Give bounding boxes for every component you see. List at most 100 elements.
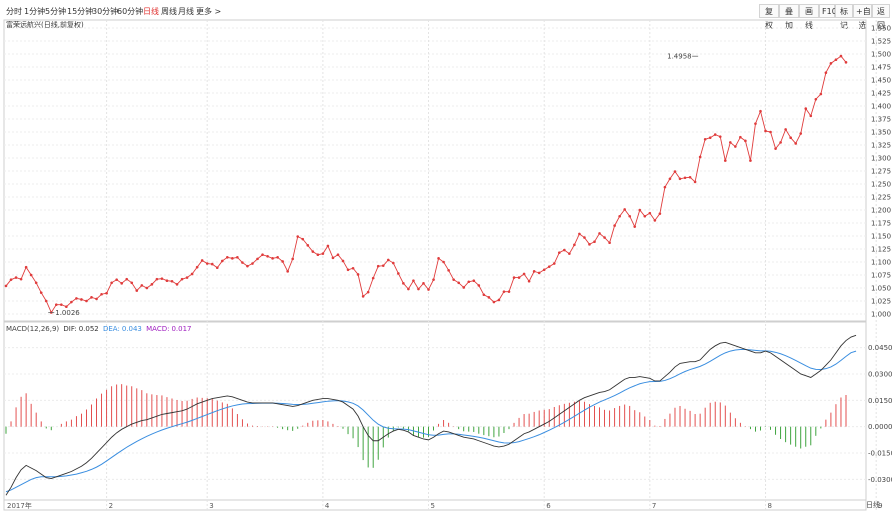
price-point xyxy=(643,214,647,218)
tab-30min[interactable]: 30分钟 xyxy=(92,7,119,16)
macd-tick-label: 0.0000 xyxy=(868,423,892,431)
price-point xyxy=(427,288,430,291)
price-tick-label: 1.025 xyxy=(871,298,891,306)
time-axis-label: 5 xyxy=(431,502,435,510)
tab-weekly[interactable]: 周线 xyxy=(161,7,177,16)
price-point xyxy=(462,286,466,289)
price-tick-label: 1.150 xyxy=(871,233,891,241)
price-point xyxy=(618,214,621,218)
price-point xyxy=(718,135,722,138)
price-point xyxy=(296,235,300,238)
price-point xyxy=(839,54,843,58)
back-button[interactable]: 返回 xyxy=(872,4,890,30)
price-point xyxy=(834,58,838,62)
price-point xyxy=(65,305,68,309)
price-tick-label: 1.550 xyxy=(871,25,891,33)
price-tick-label: 1.500 xyxy=(871,51,891,59)
price-tick-label: 1.450 xyxy=(871,77,891,85)
price-point xyxy=(613,224,616,227)
tab-1min[interactable]: 1分钟 xyxy=(24,7,46,16)
price-point xyxy=(658,212,662,215)
time-axis-label: 4 xyxy=(325,502,330,510)
price-point xyxy=(301,237,305,241)
price-point xyxy=(608,241,611,245)
price-point xyxy=(447,269,450,272)
time-axis-label: 9 xyxy=(878,502,882,510)
price-point xyxy=(422,282,425,285)
price-point xyxy=(105,291,108,295)
price-point xyxy=(578,232,581,236)
price-point xyxy=(261,253,264,257)
macd-axis: 0.0450 0.0300 0.0150 0.0000 -0.0150 -0.0300 xyxy=(868,344,892,484)
price-tick-label: 1.375 xyxy=(871,116,891,124)
price-point xyxy=(256,257,259,261)
time-axis-label: 8 xyxy=(768,502,772,510)
price-point xyxy=(457,281,460,285)
tab-5min[interactable]: 5分钟 xyxy=(45,7,67,16)
price-point xyxy=(246,264,249,268)
price-point xyxy=(432,278,435,281)
mark-button[interactable]: 标记 xyxy=(835,4,853,30)
price-point xyxy=(24,265,28,269)
time-axis-frame xyxy=(3,499,867,511)
f10-button[interactable]: F10 xyxy=(819,4,837,18)
price-point xyxy=(39,291,43,294)
price-point xyxy=(251,262,254,265)
price-point xyxy=(90,296,93,299)
price-point xyxy=(9,278,13,281)
price-point xyxy=(668,177,672,181)
macd-tick-label: 0.0450 xyxy=(868,344,892,352)
price-point xyxy=(266,254,269,258)
macd-indicator-name: MACD(12,26,9) xyxy=(6,325,60,333)
price-point xyxy=(341,259,345,263)
price-point xyxy=(502,290,506,293)
tab-60min[interactable]: 60分钟 xyxy=(117,7,144,16)
price-point xyxy=(623,208,626,211)
price-tick-label: 1.275 xyxy=(871,168,891,176)
price-point xyxy=(407,287,410,291)
price-point xyxy=(291,257,295,261)
high-price-label: 1.4958 xyxy=(667,53,692,61)
tab-more[interactable]: 更多 > xyxy=(196,7,222,16)
price-point xyxy=(759,109,762,113)
price-point xyxy=(145,286,149,290)
price-tick-label: 1.175 xyxy=(871,220,891,228)
price-point xyxy=(749,159,752,162)
time-axis-label: 2 xyxy=(109,502,113,510)
overlay-button[interactable]: 叠加 xyxy=(779,4,799,30)
price-point xyxy=(492,300,496,304)
price-point xyxy=(165,279,169,283)
tab-intraday[interactable]: 分时 xyxy=(6,7,22,16)
price-point xyxy=(80,298,83,301)
draw-button[interactable]: 画线 xyxy=(799,4,819,30)
price-point xyxy=(120,282,123,285)
price-point xyxy=(231,257,234,260)
adjust-button[interactable]: 复权 xyxy=(759,4,779,30)
macd-tick-label: -0.0150 xyxy=(868,450,892,458)
price-point xyxy=(437,257,440,260)
price-point xyxy=(779,141,782,144)
price-tick-label: 1.350 xyxy=(871,129,891,137)
price-point xyxy=(226,256,229,259)
price-tick-label: 1.300 xyxy=(871,155,891,163)
add-watchlist-button[interactable]: +自选 xyxy=(853,4,872,30)
tab-daily[interactable]: 日线 xyxy=(143,7,159,16)
price-point xyxy=(663,185,667,189)
tab-15min[interactable]: 15分钟 xyxy=(67,7,94,16)
tab-monthly[interactable]: 月线 xyxy=(178,7,194,16)
price-point xyxy=(723,159,727,162)
price-point xyxy=(85,299,88,303)
price-point xyxy=(336,253,340,257)
price-points xyxy=(4,54,848,314)
price-tick-label: 1.200 xyxy=(871,207,891,215)
price-point xyxy=(286,270,289,273)
price-point xyxy=(200,259,204,262)
dea-label: DEA: xyxy=(102,325,120,333)
price-point xyxy=(110,281,113,285)
price-point xyxy=(19,277,23,281)
price-point xyxy=(381,264,385,267)
price-point xyxy=(739,135,742,139)
price-tick-label: 1.000 xyxy=(871,311,891,319)
price-point xyxy=(351,266,355,270)
